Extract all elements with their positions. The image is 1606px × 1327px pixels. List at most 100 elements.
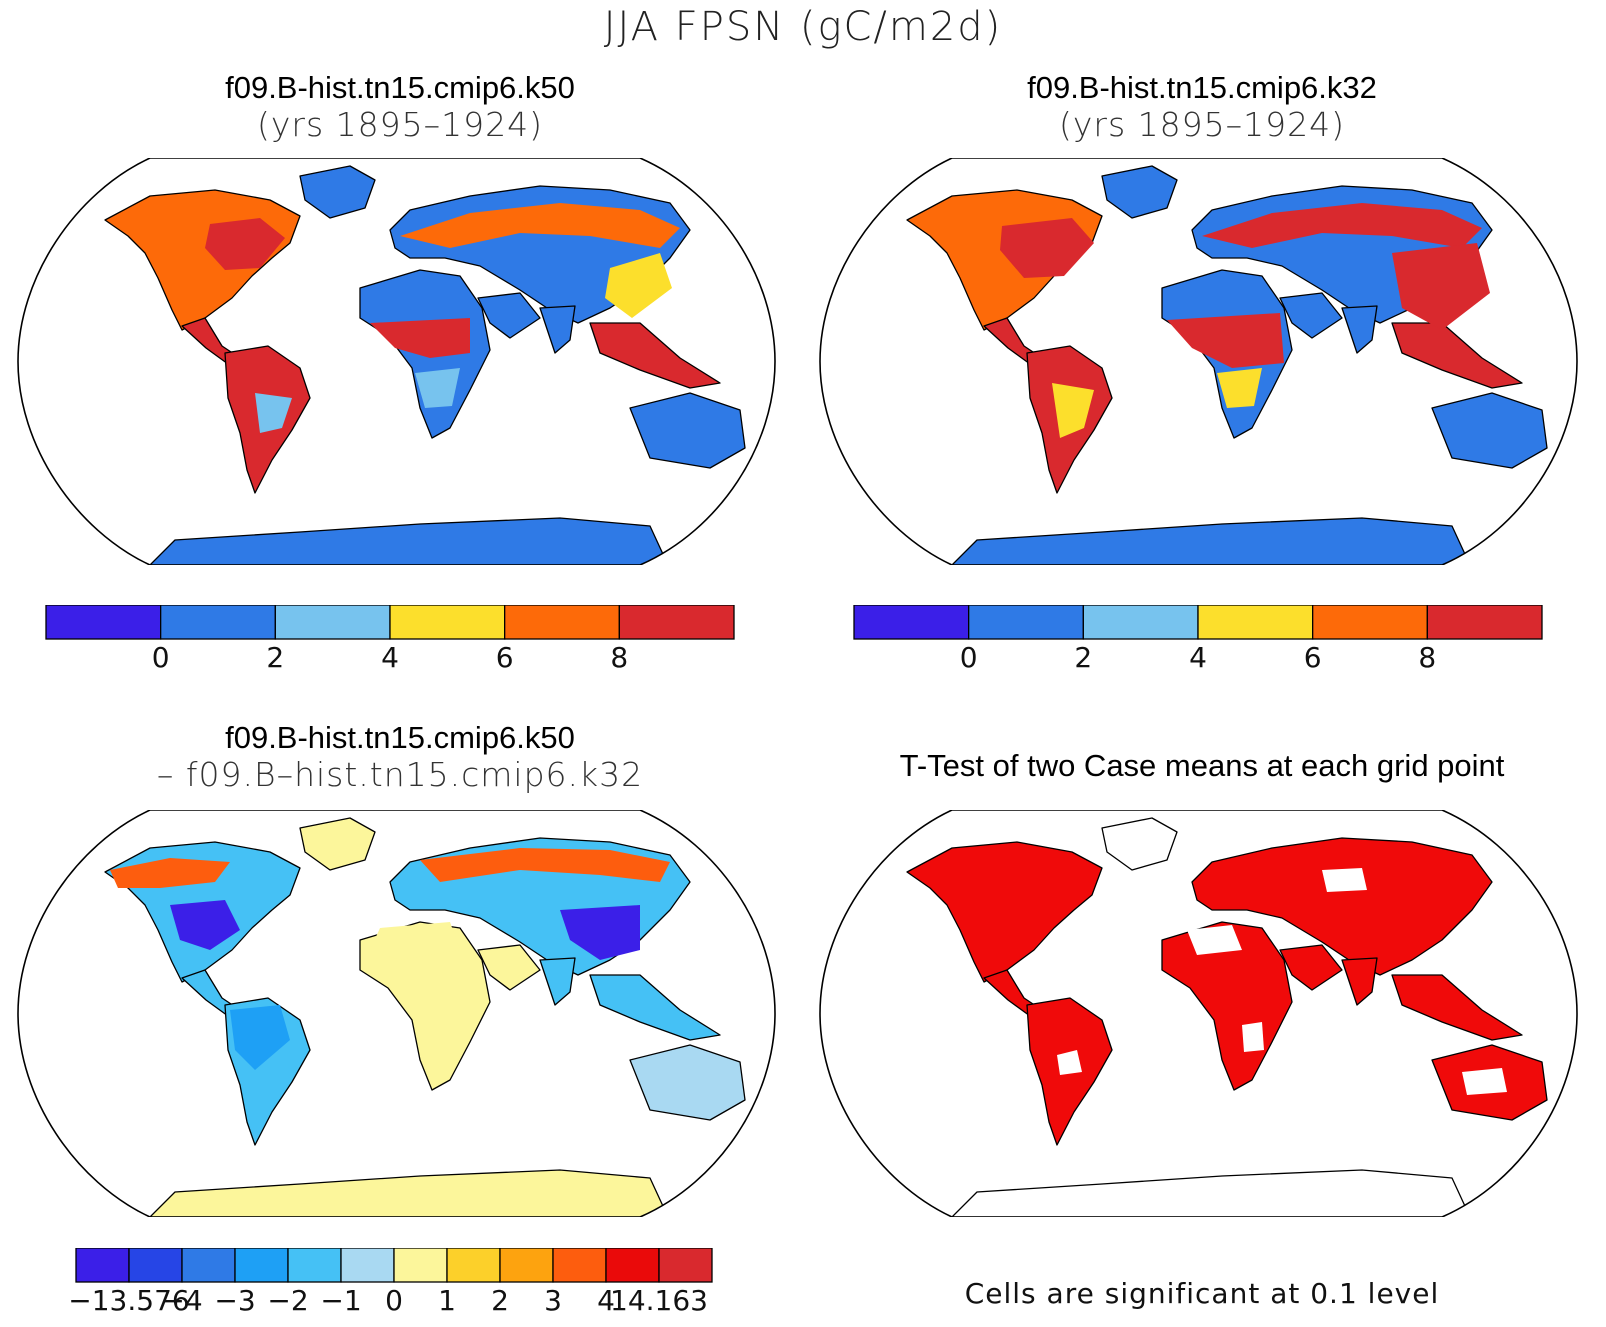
landmass-greenland bbox=[299, 817, 376, 871]
colorbar-box bbox=[274, 605, 391, 640]
landmass-europe-asia bbox=[1191, 837, 1493, 976]
colorbar-tick-label: 2 bbox=[266, 641, 284, 674]
colorbar-tick-label: −2 bbox=[267, 1284, 308, 1317]
map-ttest bbox=[819, 810, 1578, 1217]
map-land-layer bbox=[906, 817, 1548, 1217]
landmass-north-america bbox=[906, 841, 1103, 983]
colorbar-box bbox=[504, 605, 620, 640]
landmass-arabia bbox=[1279, 944, 1343, 991]
panel-ttest-heading: T-Test of two Case means at each grid po… bbox=[899, 748, 1505, 783]
field-region bbox=[1167, 313, 1284, 368]
field-region bbox=[1187, 925, 1242, 955]
panel-k32-case-name: f09.B-hist.tn15.cmip6.k32 bbox=[1027, 70, 1377, 105]
colorbar-tick-label: 2 bbox=[491, 1284, 509, 1317]
landmass-arabia bbox=[477, 292, 541, 339]
map-projection-outline bbox=[17, 810, 776, 1217]
landmass-greenland bbox=[1101, 165, 1178, 219]
landmass-india bbox=[1341, 957, 1378, 1006]
landmass-australia bbox=[1431, 392, 1548, 469]
panel-diff-title: f09.B-hist.tn15.cmip6.k50 – f09.B–hist.t… bbox=[0, 720, 800, 794]
landmass-india bbox=[539, 305, 576, 354]
colorbar-box bbox=[658, 1248, 713, 1283]
colorbar-box bbox=[75, 1248, 130, 1283]
field-region bbox=[1322, 868, 1367, 892]
ttest-significance-note: Cells are significant at 0.1 level bbox=[964, 1277, 1440, 1310]
colorbar-box bbox=[160, 605, 276, 640]
colorbar-tick-label: 0 bbox=[385, 1284, 403, 1317]
field-region bbox=[110, 858, 230, 888]
colorbar-box bbox=[618, 605, 735, 640]
colorbar-box bbox=[1312, 605, 1428, 640]
field-region bbox=[1052, 383, 1094, 438]
field-region bbox=[1217, 368, 1262, 408]
map-diff bbox=[17, 810, 776, 1217]
colorbar-box bbox=[1197, 605, 1314, 640]
field-region bbox=[370, 922, 460, 960]
colorbar-tick-label: 8 bbox=[610, 641, 628, 674]
field-region bbox=[1242, 1022, 1264, 1052]
landmass-antarctica bbox=[951, 517, 1471, 565]
landmass-india bbox=[539, 957, 576, 1006]
field-region bbox=[560, 905, 640, 960]
landmass-india bbox=[1341, 305, 1378, 354]
colorbar-box bbox=[968, 605, 1084, 640]
landmass-australia bbox=[629, 392, 746, 469]
field-region bbox=[255, 393, 292, 433]
panel-k50-years: (yrs 1895–1924) bbox=[257, 104, 543, 144]
colorbar-box bbox=[340, 1248, 395, 1283]
colorbar-tick-label: 0 bbox=[152, 641, 170, 674]
field-region bbox=[170, 900, 240, 950]
colorbar-box bbox=[446, 1248, 501, 1283]
colorbar-tick-label: 1 bbox=[438, 1284, 456, 1317]
colorbar-tick-label: 3 bbox=[544, 1284, 562, 1317]
colorbar-tick-label: −3 bbox=[214, 1284, 255, 1317]
colorbar-box bbox=[1426, 605, 1543, 640]
field-region bbox=[415, 368, 460, 408]
landmass-greenland bbox=[299, 165, 376, 219]
figure-title: JJA FPSN (gC/m2d) bbox=[603, 4, 1003, 50]
landmass-arabia bbox=[1279, 292, 1343, 339]
panel-diff-case-name: f09.B-hist.tn15.cmip6.k50 bbox=[225, 720, 575, 755]
colorbar-box bbox=[389, 605, 506, 640]
landmass-australia bbox=[629, 1044, 746, 1121]
landmass-arabia bbox=[477, 944, 541, 991]
field-region bbox=[1057, 1050, 1082, 1075]
colorbar-box bbox=[128, 1248, 183, 1283]
colorbar-tick-label: 4 bbox=[597, 1284, 615, 1317]
panel-k50-title: f09.B-hist.tn15.cmip6.k50 (yrs 1895–1924… bbox=[0, 70, 800, 144]
map-projection-outline bbox=[819, 158, 1578, 565]
field-region bbox=[1202, 203, 1482, 248]
colorbar-box bbox=[393, 1248, 448, 1283]
colorbar-box bbox=[605, 1248, 660, 1283]
field-region bbox=[370, 318, 470, 358]
landmass-se-asia bbox=[1391, 322, 1523, 389]
landmass-north-america bbox=[104, 189, 301, 331]
map-projection-outline bbox=[17, 158, 776, 565]
colorbar-box bbox=[45, 605, 162, 640]
colorbar-k50: 0 2 4 6 8 bbox=[45, 605, 735, 674]
colorbar-box bbox=[853, 605, 970, 640]
panel-k32-title: f09.B-hist.tn15.cmip6.k32 (yrs 1895–1924… bbox=[802, 70, 1602, 144]
field-region bbox=[1000, 218, 1094, 278]
landmass-antarctica bbox=[149, 517, 669, 565]
panel-ttest-title: T-Test of two Case means at each grid po… bbox=[802, 748, 1602, 784]
panel-k50-case-name: f09.B-hist.tn15.cmip6.k50 bbox=[225, 70, 575, 105]
landmass-antarctica bbox=[149, 1169, 669, 1217]
colorbar-tick-label: 2 bbox=[1074, 641, 1092, 674]
colorbar-tick-label: 14.163 bbox=[610, 1284, 708, 1317]
colorbar-tick-label: 4 bbox=[381, 641, 399, 674]
field-region bbox=[230, 1005, 290, 1070]
map-land-layer bbox=[104, 817, 746, 1217]
colorbar-box bbox=[552, 1248, 607, 1283]
landmass-antarctica bbox=[951, 1169, 1471, 1217]
map-projection-outline bbox=[819, 810, 1578, 1217]
map-k32 bbox=[819, 158, 1578, 565]
field-region bbox=[400, 203, 680, 248]
colorbar-diff: −13.576−4 −3 −2 −1 0 1 2 3 414.163 bbox=[68, 1248, 713, 1317]
colorbar-box bbox=[499, 1248, 554, 1283]
landmass-se-asia bbox=[1391, 974, 1523, 1041]
colorbar-tick-label: 0 bbox=[960, 641, 978, 674]
colorbar-box bbox=[287, 1248, 342, 1283]
colorbar-k32: 0 2 4 6 8 bbox=[853, 605, 1543, 674]
colorbar-tick-label: 8 bbox=[1418, 641, 1436, 674]
